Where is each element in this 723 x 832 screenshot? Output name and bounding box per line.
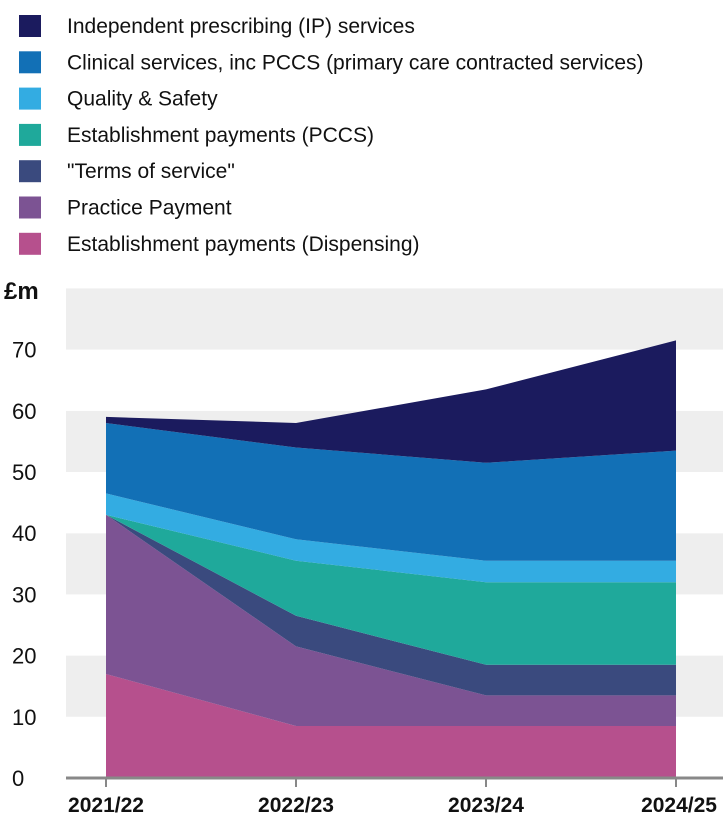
legend: Independent prescribing (IP) services Cli… bbox=[19, 15, 644, 256]
y-tick-label: 10 bbox=[12, 705, 36, 730]
x-tick-label: 2022/23 bbox=[258, 794, 334, 817]
y-tick-label: 40 bbox=[12, 521, 36, 546]
legend-swatch bbox=[19, 196, 41, 219]
legend-label: Independent prescribing (IP) services bbox=[67, 15, 415, 38]
area-series-6 bbox=[106, 340, 676, 463]
y-axis-unit-label: £m bbox=[4, 278, 39, 305]
legend-swatch bbox=[19, 15, 41, 37]
y-tick-label: 60 bbox=[12, 399, 36, 424]
x-tick-label: 2021/22 bbox=[68, 794, 144, 817]
y-tick-label: 20 bbox=[12, 644, 36, 669]
legend-swatch bbox=[19, 123, 41, 146]
y-tick-label: 30 bbox=[12, 582, 36, 607]
y-tick-label: 0 bbox=[12, 766, 24, 791]
area-series-1 bbox=[106, 514, 676, 726]
legend-label: Establishment payments (PCCS) bbox=[67, 124, 374, 147]
legend-label: Clinical services, inc PCCS (primary car… bbox=[67, 51, 644, 74]
y-tick-label: 70 bbox=[12, 338, 36, 363]
axes: £m 0 10 20 30 40 50 60 70 2021/22 2022/23 2023/24 2… bbox=[4, 278, 723, 817]
x-tick-label: 2023/24 bbox=[448, 794, 524, 817]
area-series-3 bbox=[106, 514, 676, 665]
legend-swatch bbox=[19, 232, 41, 255]
area-series-2 bbox=[106, 514, 676, 696]
x-tick-label: 2024/25 bbox=[641, 794, 717, 817]
legend-label: Practice Payment bbox=[67, 197, 232, 220]
legend-swatch bbox=[19, 160, 41, 183]
legend-swatch bbox=[19, 51, 41, 74]
area-series bbox=[106, 340, 676, 778]
area-series-5 bbox=[106, 423, 676, 561]
legend-swatch bbox=[19, 87, 41, 110]
legend-label: Establishment payments (Dispensing) bbox=[67, 233, 420, 256]
legend-label: "Terms of service" bbox=[67, 160, 235, 183]
grid-band bbox=[66, 288, 723, 350]
area-series-4 bbox=[106, 493, 676, 583]
y-tick-label: 50 bbox=[12, 460, 36, 485]
legend-label: Quality & Safety bbox=[67, 88, 218, 111]
